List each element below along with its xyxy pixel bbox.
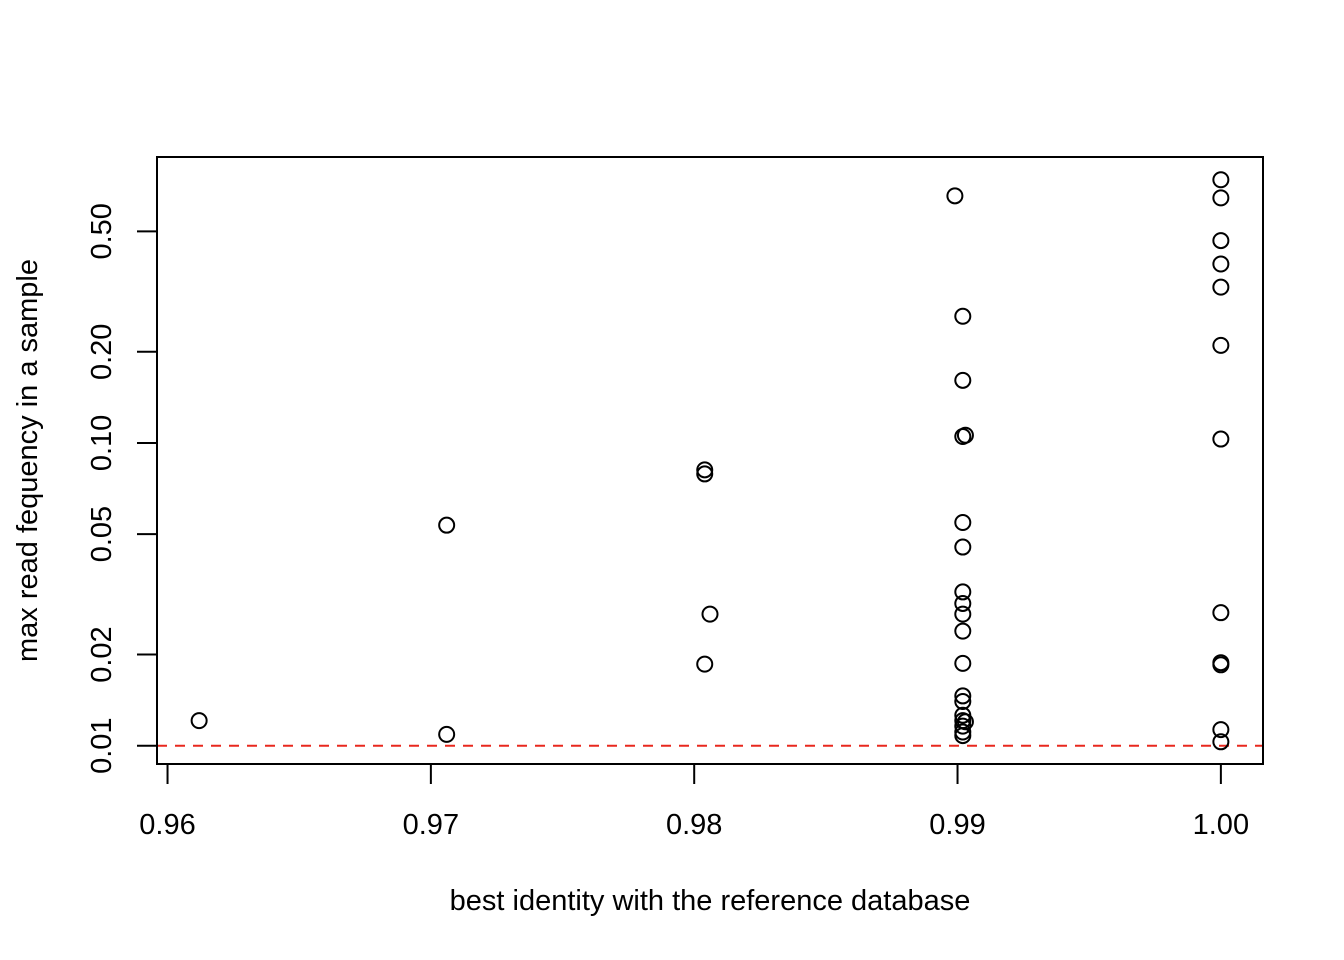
data-point [954, 307, 972, 325]
data-point [954, 654, 972, 672]
data-point [954, 594, 972, 612]
data-point [1212, 232, 1230, 250]
y-tick-label: 0.20 [86, 324, 118, 380]
data-point [954, 583, 972, 601]
data-point [954, 371, 972, 389]
data-point [1212, 278, 1230, 296]
data-point [1212, 733, 1230, 751]
y-axis-title: max read fequency in a sample [12, 259, 44, 662]
data-point [701, 605, 719, 623]
x-tick-label: 0.97 [403, 809, 459, 841]
data-point [1212, 604, 1230, 622]
data-point [438, 516, 456, 534]
data-point [954, 692, 972, 710]
y-tick-label: 0.01 [86, 717, 118, 773]
data-point [696, 465, 714, 483]
x-axis: 0.96 0.97 0.98 0.99 1.00 [139, 763, 1249, 841]
data-point [1212, 336, 1230, 354]
y-tick-label: 0.05 [86, 506, 118, 562]
x-tick-label: 0.99 [929, 809, 985, 841]
data-point [1212, 721, 1230, 739]
y-axis: 0.01 0.02 0.05 0.10 0.20 0.50 [86, 203, 158, 774]
data-point [954, 727, 972, 745]
data-point [954, 514, 972, 532]
data-point [1212, 430, 1230, 448]
data-point [696, 655, 714, 673]
data-point [1212, 171, 1230, 189]
y-tick-label: 0.02 [86, 626, 118, 682]
y-tick-label: 0.50 [86, 203, 118, 259]
data-point [1212, 255, 1230, 273]
data-point [438, 725, 456, 743]
data-point [1212, 189, 1230, 207]
data-point [954, 538, 972, 556]
data-point [956, 713, 974, 731]
x-tick-label: 0.98 [666, 809, 722, 841]
plot-frame [156, 156, 1264, 765]
data-point [1212, 656, 1230, 674]
data-point [696, 461, 714, 479]
y-tick-label: 0.10 [86, 415, 118, 471]
data-point [954, 687, 972, 705]
data-point [954, 622, 972, 640]
data-point [946, 187, 964, 205]
data-point [954, 605, 972, 623]
data-point [190, 712, 208, 730]
x-tick-label: 0.96 [139, 809, 195, 841]
x-axis-title: best identity with the reference databas… [450, 885, 971, 917]
data-point [956, 426, 974, 444]
x-tick-label: 1.00 [1193, 809, 1249, 841]
points-layer [190, 171, 1230, 751]
